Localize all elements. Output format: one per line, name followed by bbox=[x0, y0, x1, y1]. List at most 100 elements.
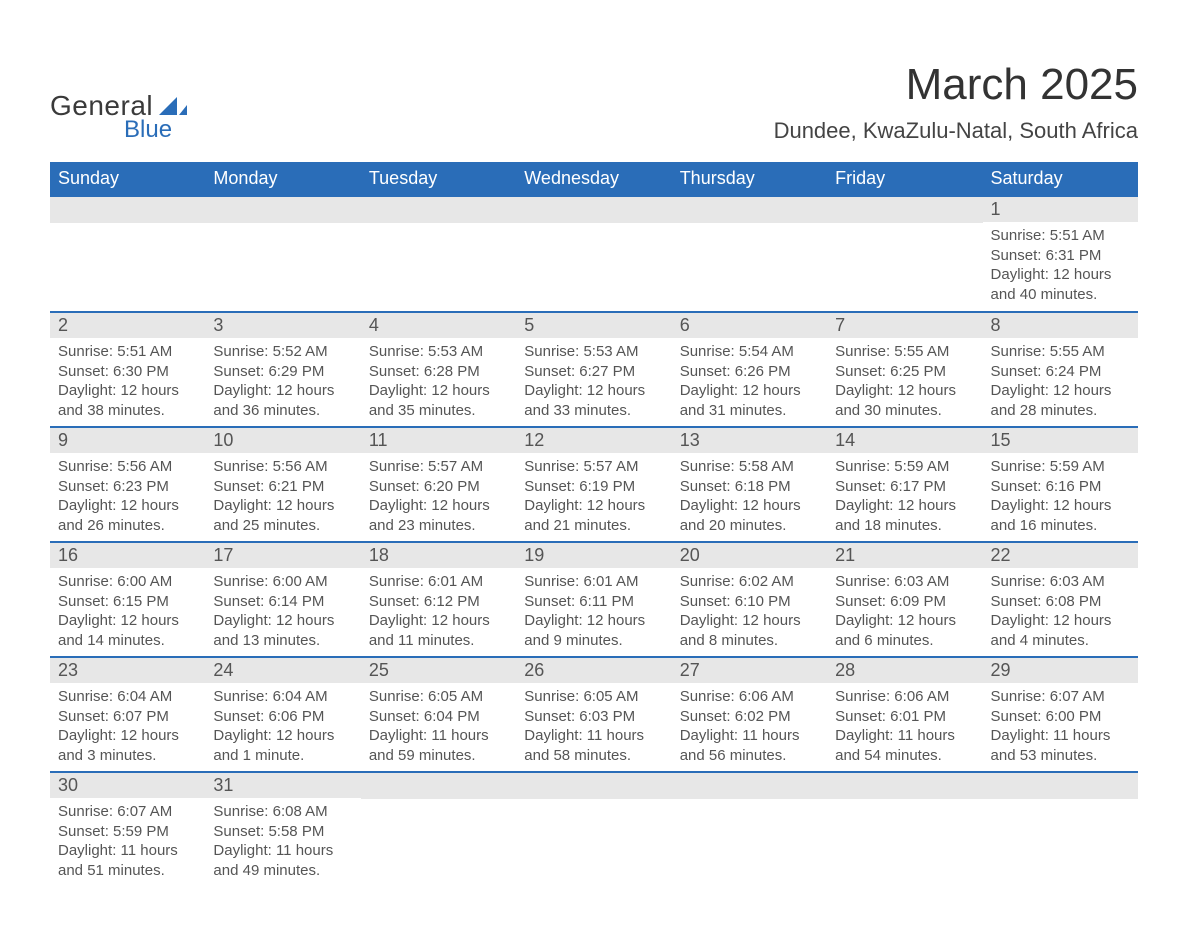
day-info: Sunrise: 6:06 AMSunset: 6:02 PMDaylight:… bbox=[672, 683, 827, 771]
day-number: 4 bbox=[361, 313, 516, 338]
daylight-text: Daylight: 12 hours and 3 minutes. bbox=[58, 726, 197, 765]
sunset-text: Sunset: 6:12 PM bbox=[369, 592, 508, 612]
sunset-text: Sunset: 6:11 PM bbox=[524, 592, 663, 612]
calendar-cell: 8Sunrise: 5:55 AMSunset: 6:24 PMDaylight… bbox=[983, 312, 1138, 427]
sunrise-text: Sunrise: 6:04 AM bbox=[213, 687, 352, 707]
daylight-text: Daylight: 12 hours and 8 minutes. bbox=[680, 611, 819, 650]
daylight-text: Daylight: 11 hours and 51 minutes. bbox=[58, 841, 197, 880]
daylight-text: Daylight: 11 hours and 54 minutes. bbox=[835, 726, 974, 765]
calendar-cell: 18Sunrise: 6:01 AMSunset: 6:12 PMDayligh… bbox=[361, 542, 516, 657]
day-number bbox=[827, 773, 982, 799]
sunrise-text: Sunrise: 6:07 AM bbox=[991, 687, 1130, 707]
calendar-cell bbox=[827, 196, 982, 312]
brand-sail-icon bbox=[159, 97, 187, 115]
calendar-week-row: 2Sunrise: 5:51 AMSunset: 6:30 PMDaylight… bbox=[50, 312, 1138, 427]
calendar-cell: 23Sunrise: 6:04 AMSunset: 6:07 PMDayligh… bbox=[50, 657, 205, 772]
daylight-text: Daylight: 12 hours and 25 minutes. bbox=[213, 496, 352, 535]
daylight-text: Daylight: 11 hours and 49 minutes. bbox=[213, 841, 352, 880]
sunrise-text: Sunrise: 5:59 AM bbox=[835, 457, 974, 477]
day-number bbox=[516, 197, 671, 223]
calendar-cell: 10Sunrise: 5:56 AMSunset: 6:21 PMDayligh… bbox=[205, 427, 360, 542]
calendar-cell bbox=[361, 196, 516, 312]
calendar-cell: 11Sunrise: 5:57 AMSunset: 6:20 PMDayligh… bbox=[361, 427, 516, 542]
day-info: Sunrise: 5:51 AMSunset: 6:30 PMDaylight:… bbox=[50, 338, 205, 426]
day-info: Sunrise: 5:52 AMSunset: 6:29 PMDaylight:… bbox=[205, 338, 360, 426]
calendar-cell: 7Sunrise: 5:55 AMSunset: 6:25 PMDaylight… bbox=[827, 312, 982, 427]
day-number: 17 bbox=[205, 543, 360, 568]
brand-text-bottom: Blue bbox=[124, 116, 172, 144]
sunset-text: Sunset: 6:01 PM bbox=[835, 707, 974, 727]
daylight-text: Daylight: 12 hours and 4 minutes. bbox=[991, 611, 1130, 650]
sunrise-text: Sunrise: 5:51 AM bbox=[58, 342, 197, 362]
sunset-text: Sunset: 6:09 PM bbox=[835, 592, 974, 612]
day-info: Sunrise: 5:59 AMSunset: 6:17 PMDaylight:… bbox=[827, 453, 982, 541]
sunrise-text: Sunrise: 5:53 AM bbox=[369, 342, 508, 362]
day-number: 9 bbox=[50, 428, 205, 453]
sunrise-text: Sunrise: 6:06 AM bbox=[835, 687, 974, 707]
calendar-cell: 1Sunrise: 5:51 AMSunset: 6:31 PMDaylight… bbox=[983, 196, 1138, 312]
day-info: Sunrise: 6:05 AMSunset: 6:03 PMDaylight:… bbox=[516, 683, 671, 771]
day-info bbox=[516, 799, 671, 887]
sunset-text: Sunset: 6:19 PM bbox=[524, 477, 663, 497]
sunrise-text: Sunrise: 6:07 AM bbox=[58, 802, 197, 822]
day-info bbox=[516, 223, 671, 311]
sunset-text: Sunset: 6:04 PM bbox=[369, 707, 508, 727]
day-header: Monday bbox=[205, 162, 360, 196]
day-number: 13 bbox=[672, 428, 827, 453]
calendar-cell: 26Sunrise: 6:05 AMSunset: 6:03 PMDayligh… bbox=[516, 657, 671, 772]
sunset-text: Sunset: 6:30 PM bbox=[58, 362, 197, 382]
calendar-cell: 14Sunrise: 5:59 AMSunset: 6:17 PMDayligh… bbox=[827, 427, 982, 542]
day-header: Wednesday bbox=[516, 162, 671, 196]
calendar-week-row: 9Sunrise: 5:56 AMSunset: 6:23 PMDaylight… bbox=[50, 427, 1138, 542]
sunrise-text: Sunrise: 5:54 AM bbox=[680, 342, 819, 362]
sunset-text: Sunset: 6:29 PM bbox=[213, 362, 352, 382]
daylight-text: Daylight: 12 hours and 26 minutes. bbox=[58, 496, 197, 535]
calendar-cell bbox=[827, 772, 982, 887]
day-info: Sunrise: 5:57 AMSunset: 6:19 PMDaylight:… bbox=[516, 453, 671, 541]
sunrise-text: Sunrise: 5:57 AM bbox=[524, 457, 663, 477]
daylight-text: Daylight: 12 hours and 40 minutes. bbox=[991, 265, 1130, 304]
calendar-cell: 16Sunrise: 6:00 AMSunset: 6:15 PMDayligh… bbox=[50, 542, 205, 657]
calendar-cell bbox=[50, 196, 205, 312]
sunset-text: Sunset: 6:26 PM bbox=[680, 362, 819, 382]
sunrise-text: Sunrise: 6:03 AM bbox=[991, 572, 1130, 592]
daylight-text: Daylight: 12 hours and 36 minutes. bbox=[213, 381, 352, 420]
day-info: Sunrise: 5:53 AMSunset: 6:28 PMDaylight:… bbox=[361, 338, 516, 426]
calendar-cell: 28Sunrise: 6:06 AMSunset: 6:01 PMDayligh… bbox=[827, 657, 982, 772]
sunrise-text: Sunrise: 5:52 AM bbox=[213, 342, 352, 362]
day-info bbox=[205, 223, 360, 311]
day-info: Sunrise: 5:58 AMSunset: 6:18 PMDaylight:… bbox=[672, 453, 827, 541]
calendar-cell: 12Sunrise: 5:57 AMSunset: 6:19 PMDayligh… bbox=[516, 427, 671, 542]
day-number bbox=[827, 197, 982, 223]
day-number: 20 bbox=[672, 543, 827, 568]
calendar-cell: 24Sunrise: 6:04 AMSunset: 6:06 PMDayligh… bbox=[205, 657, 360, 772]
day-number: 26 bbox=[516, 658, 671, 683]
day-info: Sunrise: 5:53 AMSunset: 6:27 PMDaylight:… bbox=[516, 338, 671, 426]
daylight-text: Daylight: 12 hours and 33 minutes. bbox=[524, 381, 663, 420]
calendar-body: 1Sunrise: 5:51 AMSunset: 6:31 PMDaylight… bbox=[50, 196, 1138, 887]
sunset-text: Sunset: 6:10 PM bbox=[680, 592, 819, 612]
sunrise-text: Sunrise: 5:59 AM bbox=[991, 457, 1130, 477]
calendar-cell bbox=[516, 196, 671, 312]
calendar-cell: 30Sunrise: 6:07 AMSunset: 5:59 PMDayligh… bbox=[50, 772, 205, 887]
daylight-text: Daylight: 12 hours and 28 minutes. bbox=[991, 381, 1130, 420]
calendar-cell: 31Sunrise: 6:08 AMSunset: 5:58 PMDayligh… bbox=[205, 772, 360, 887]
day-number bbox=[361, 773, 516, 799]
day-info: Sunrise: 6:06 AMSunset: 6:01 PMDaylight:… bbox=[827, 683, 982, 771]
page-subtitle: Dundee, KwaZulu-Natal, South Africa bbox=[774, 118, 1138, 144]
daylight-text: Daylight: 12 hours and 30 minutes. bbox=[835, 381, 974, 420]
sunset-text: Sunset: 6:28 PM bbox=[369, 362, 508, 382]
calendar-cell: 20Sunrise: 6:02 AMSunset: 6:10 PMDayligh… bbox=[672, 542, 827, 657]
sunrise-text: Sunrise: 5:53 AM bbox=[524, 342, 663, 362]
day-number: 22 bbox=[983, 543, 1138, 568]
daylight-text: Daylight: 12 hours and 1 minute. bbox=[213, 726, 352, 765]
sunset-text: Sunset: 6:00 PM bbox=[991, 707, 1130, 727]
sunset-text: Sunset: 6:21 PM bbox=[213, 477, 352, 497]
day-info bbox=[672, 799, 827, 887]
sunset-text: Sunset: 5:58 PM bbox=[213, 822, 352, 842]
day-number bbox=[50, 197, 205, 223]
calendar-cell bbox=[983, 772, 1138, 887]
sunrise-text: Sunrise: 6:00 AM bbox=[58, 572, 197, 592]
day-info: Sunrise: 6:05 AMSunset: 6:04 PMDaylight:… bbox=[361, 683, 516, 771]
day-info bbox=[983, 799, 1138, 887]
